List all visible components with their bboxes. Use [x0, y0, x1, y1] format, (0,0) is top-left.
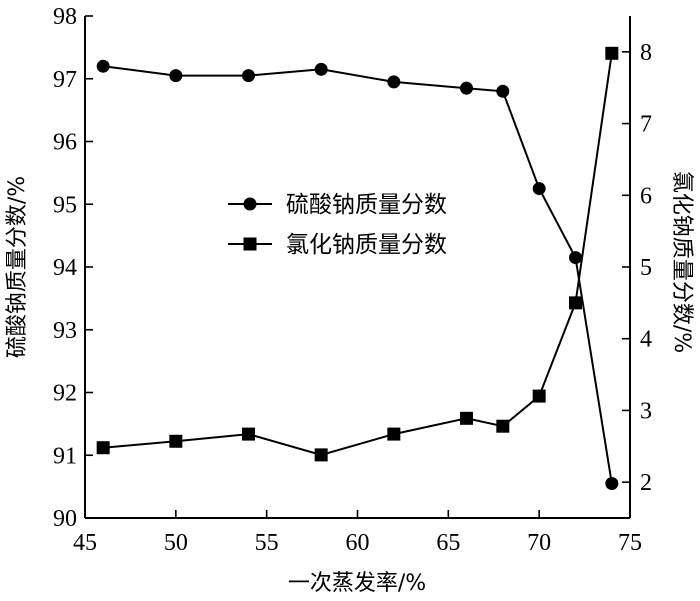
data-point-square	[569, 296, 582, 310]
x-tick-label: 65	[436, 530, 460, 556]
legend-item-circle-series: 硫酸钠质量分数	[228, 192, 447, 218]
x-tick-label: 45	[73, 530, 97, 556]
series-line-1	[103, 53, 613, 456]
left-y-ticks: 90 91 92 93 94 95 96 97 98	[53, 4, 93, 532]
x-tick-label: 70	[527, 530, 551, 556]
data-point-square	[460, 411, 473, 425]
right-y-tick-label: 6	[640, 183, 652, 209]
left-y-tick-label: 98	[53, 4, 77, 30]
left-y-tick-label: 91	[53, 443, 77, 469]
data-point-square	[387, 427, 401, 441]
data-point-circle	[569, 251, 582, 265]
legend-label-square-series: 氯化钠质量分数	[286, 232, 447, 258]
left-y-tick-label: 94	[53, 255, 77, 281]
data-point-square	[96, 441, 110, 455]
series-line-0	[103, 65, 613, 484]
x-tick-label: 75	[618, 530, 642, 556]
left-y-tick-label: 95	[53, 192, 77, 218]
data-point-circle	[96, 59, 110, 73]
data-point-circle	[605, 476, 619, 490]
data-point-square	[496, 419, 510, 433]
data-point-square	[242, 427, 255, 441]
right-y-tick-label: 7	[640, 112, 652, 138]
left-y-tick-label: 96	[53, 130, 77, 156]
right-y-tick-label: 8	[640, 40, 652, 66]
left-y-tick-label: 90	[53, 506, 77, 532]
right-y-tick-label: 5	[640, 255, 652, 281]
data-point-circle	[314, 62, 328, 76]
data-point-square	[314, 448, 328, 462]
right-y-ticks: 2 3 4 5 6 7 8	[622, 40, 652, 496]
legend-label-circle-series: 硫酸钠质量分数	[286, 192, 447, 218]
x-axis-title: 一次蒸发率/%	[288, 571, 426, 596]
right-y-tick-label: 2	[640, 470, 652, 496]
x-ticks: 45 50 55 60 65 70 75	[73, 510, 642, 556]
data-point-square	[605, 46, 619, 60]
right-y-axis-title: 氯化钠质量分数/%	[669, 171, 694, 353]
data-point-circle	[387, 75, 401, 89]
left-y-tick-label: 92	[53, 381, 77, 407]
series-layer	[96, 46, 619, 490]
right-y-tick-label: 4	[640, 327, 652, 353]
data-point-circle	[460, 81, 473, 95]
data-point-circle	[496, 84, 510, 98]
right-y-tick-label: 3	[640, 398, 652, 424]
legend: 硫酸钠质量分数 氯化钠质量分数	[228, 192, 447, 258]
data-point-circle	[242, 69, 255, 83]
left-y-axis-title: 硫酸钠质量分数/%	[5, 176, 30, 358]
left-y-tick-label: 97	[53, 67, 77, 93]
legend-item-square-series: 氯化钠质量分数	[228, 232, 447, 258]
x-tick-label: 50	[164, 530, 188, 556]
x-tick-label: 60	[346, 530, 370, 556]
data-point-circle	[532, 182, 546, 196]
x-tick-label: 55	[255, 530, 279, 556]
data-point-square	[532, 389, 546, 403]
data-point-square	[169, 434, 183, 448]
legend-square-marker	[243, 237, 257, 251]
data-point-circle	[169, 69, 183, 83]
left-y-tick-label: 93	[53, 318, 77, 344]
legend-circle-marker	[243, 197, 257, 211]
